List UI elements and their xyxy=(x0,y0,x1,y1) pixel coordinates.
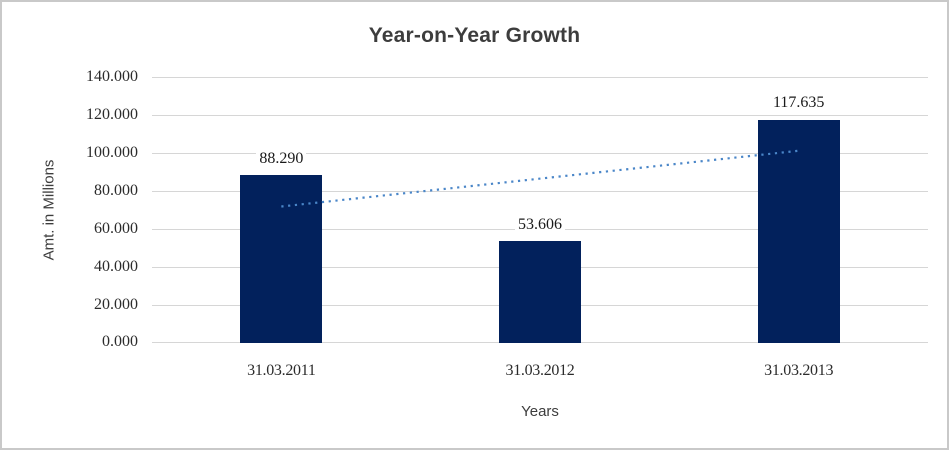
gridline xyxy=(152,115,928,116)
y-tick-label: 60.000 xyxy=(94,220,138,237)
bar-value-label: 53.606 xyxy=(515,216,565,235)
bar xyxy=(757,119,840,343)
y-tick-label: 100.000 xyxy=(86,144,138,161)
y-tick-label: 80.000 xyxy=(94,182,138,199)
y-tick-label: 0.000 xyxy=(102,333,138,350)
y-tick-label: 20.000 xyxy=(94,296,138,313)
bar-value-label: 117.635 xyxy=(769,94,828,113)
x-tick-label: 31.03.2013 xyxy=(764,362,834,379)
chart-title: Year-on-Year Growth xyxy=(368,24,581,47)
x-tick-label: 31.03.2011 xyxy=(247,362,316,379)
bar xyxy=(240,175,323,343)
y-tick-label: 140.000 xyxy=(86,68,138,85)
y-tick-label: 120.000 xyxy=(86,106,138,123)
y-tick-label: 40.000 xyxy=(94,258,138,275)
x-axis-title: Years xyxy=(521,403,559,420)
bar xyxy=(499,241,581,343)
gridline xyxy=(152,77,928,78)
plot-area: 88.290 53.606 117.635 xyxy=(152,77,928,343)
y-axis-title: Amt. in Millions xyxy=(40,159,58,261)
x-tick-label: 31.03.2012 xyxy=(505,362,575,379)
bar-value-label: 88.290 xyxy=(256,150,307,169)
trendline xyxy=(281,149,799,208)
